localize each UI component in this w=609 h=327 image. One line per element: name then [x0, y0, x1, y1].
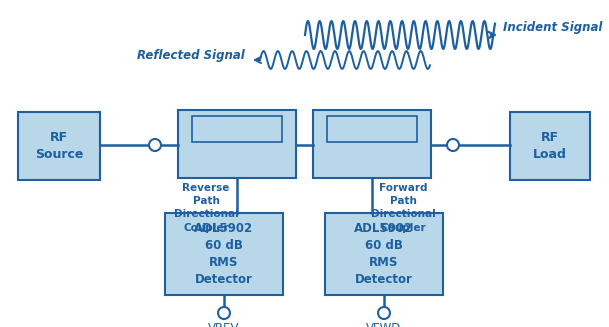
Bar: [18, 112, 100, 180]
Bar: [313, 110, 431, 178]
Bar: [192, 116, 282, 142]
Text: Incident Signal: Incident Signal: [503, 22, 602, 35]
Text: VREV: VREV: [208, 322, 240, 327]
Text: ADL5902
60 dB
RMS
Detector: ADL5902 60 dB RMS Detector: [194, 222, 253, 286]
Circle shape: [218, 307, 230, 319]
Text: Forward
Path
Directional
Coupler: Forward Path Directional Coupler: [371, 183, 435, 232]
Bar: [165, 213, 283, 295]
Circle shape: [378, 307, 390, 319]
Bar: [327, 116, 417, 142]
Text: Reverse
Path
Directional
Coupler: Reverse Path Directional Coupler: [174, 183, 238, 232]
Text: ADL5902
60 dB
RMS
Detector: ADL5902 60 dB RMS Detector: [354, 222, 414, 286]
Bar: [325, 213, 443, 295]
Text: RF
Source: RF Source: [35, 131, 83, 161]
Text: RF
Load: RF Load: [533, 131, 567, 161]
Bar: [510, 112, 590, 180]
Text: Reflected Signal: Reflected Signal: [137, 48, 245, 61]
Circle shape: [447, 139, 459, 151]
Circle shape: [149, 139, 161, 151]
Text: VFWD: VFWD: [366, 322, 402, 327]
Bar: [178, 110, 296, 178]
